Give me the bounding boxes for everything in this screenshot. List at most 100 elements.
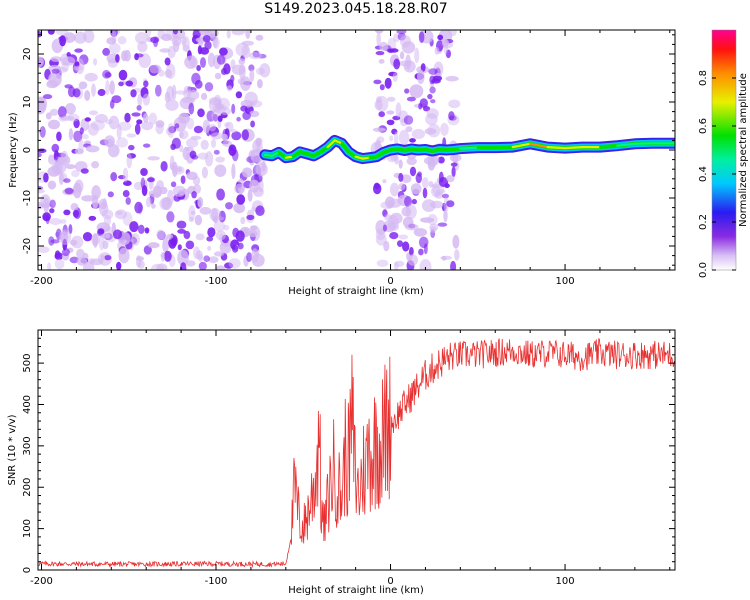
noise-speckle xyxy=(137,41,148,53)
noise-speckle xyxy=(452,234,460,249)
x-tick-label: -200 xyxy=(30,576,53,587)
noise-speckle xyxy=(38,152,42,158)
noise-speckle xyxy=(168,126,177,134)
noise-speckle xyxy=(446,200,455,208)
noise-speckle xyxy=(69,256,79,264)
noise-speckle xyxy=(224,122,230,127)
noise-speckle xyxy=(224,262,234,269)
y-tick-label: -10 xyxy=(22,190,33,206)
noise-speckle xyxy=(91,161,100,169)
noise-speckle xyxy=(89,258,104,266)
y-tick-label: 100 xyxy=(22,519,33,538)
noise-speckle xyxy=(84,90,91,101)
noise-speckle xyxy=(162,237,170,253)
noise-speckle xyxy=(203,255,210,262)
noise-speckle xyxy=(91,83,96,97)
noise-speckle xyxy=(214,164,227,177)
noise-speckle xyxy=(238,64,246,80)
noise-speckle xyxy=(219,107,232,116)
noise-speckle xyxy=(109,80,115,95)
noise-speckle xyxy=(255,162,268,177)
noise-speckle xyxy=(204,82,214,92)
noise-speckle xyxy=(185,260,196,267)
noise-speckle xyxy=(91,233,100,246)
snr-x-axis-label: Height of straight line (km) xyxy=(288,585,424,596)
noise-speckle xyxy=(80,168,89,174)
noise-speckle xyxy=(177,229,187,234)
noise-speckle xyxy=(165,99,179,111)
noise-speckle xyxy=(111,30,117,45)
colorbar-label: Normalized spectral amplitude xyxy=(738,73,749,227)
noise-speckle xyxy=(403,115,414,125)
noise-speckle xyxy=(93,58,98,66)
colorbar: 0.0 0.2 0.4 0.6 0.8 xyxy=(698,29,737,278)
noise-speckle xyxy=(47,180,57,190)
noise-speckle xyxy=(178,112,190,124)
noise-speckle xyxy=(178,129,189,140)
noise-speckle xyxy=(68,224,73,235)
noise-speckle xyxy=(250,120,256,128)
noise-speckle xyxy=(434,192,444,199)
noise-speckle xyxy=(186,171,198,180)
noise-speckle xyxy=(430,99,436,104)
ridge-core-segment xyxy=(633,142,654,145)
noise-speckle xyxy=(389,135,394,142)
noise-speckle xyxy=(126,133,137,138)
noise-speckle xyxy=(415,173,422,184)
noise-speckle xyxy=(50,56,62,62)
noise-speckle xyxy=(38,56,44,68)
noise-speckle xyxy=(242,167,253,178)
noise-speckle xyxy=(136,119,143,125)
y-tick-label: 0 xyxy=(22,567,33,573)
noise-speckle xyxy=(155,120,165,128)
noise-speckle xyxy=(43,172,49,183)
snr-y-axis-label: SNR (10 * v/v) xyxy=(7,414,18,485)
noise-speckle xyxy=(421,177,429,189)
y-tick-label: -20 xyxy=(22,238,33,254)
noise-speckle xyxy=(255,34,264,41)
ridge-core-segment xyxy=(368,155,378,159)
ridge-core-segment xyxy=(333,139,343,145)
noise-speckle xyxy=(398,159,403,169)
y-tick-label: 200 xyxy=(22,478,33,497)
noise-speckle xyxy=(376,96,382,103)
noise-speckle xyxy=(223,224,230,231)
noise-speckle xyxy=(199,206,212,215)
noise-speckle xyxy=(213,251,225,257)
noise-speckle xyxy=(218,210,226,223)
noise-speckle xyxy=(147,156,160,161)
snr-background xyxy=(38,330,675,570)
noise-speckle xyxy=(397,240,403,248)
noise-speckle xyxy=(376,31,382,47)
noise-speckle xyxy=(170,181,177,188)
noise-speckle xyxy=(87,122,99,136)
noise-speckle xyxy=(115,54,120,63)
noise-speckle xyxy=(423,243,428,255)
noise-speckle xyxy=(375,51,385,56)
noise-speckle xyxy=(183,85,192,93)
colorbar-tick-label: 0.8 xyxy=(698,70,709,86)
noise-speckle xyxy=(144,227,150,234)
noise-speckle xyxy=(406,96,416,102)
noise-speckle xyxy=(231,103,236,114)
snr-frame xyxy=(37,329,676,571)
noise-speckle xyxy=(199,30,211,36)
noise-speckle xyxy=(432,75,443,82)
noise-speckle xyxy=(67,113,80,122)
noise-speckle xyxy=(402,241,410,252)
noise-speckle xyxy=(419,259,432,270)
snr-plot: -200 -100 0 100 0 100 200 300 400 500 xyxy=(22,329,676,587)
noise-speckle xyxy=(109,99,115,109)
noise-speckle xyxy=(230,74,235,83)
noise-speckle xyxy=(231,149,239,162)
noise-speckle xyxy=(257,79,263,89)
noise-speckle xyxy=(441,39,449,47)
noise-speckle xyxy=(241,44,251,59)
noise-speckle xyxy=(241,129,249,141)
noise-speckle xyxy=(396,30,407,35)
noise-speckle xyxy=(448,30,457,37)
noise-speckle xyxy=(249,179,260,193)
ridge-core-segment xyxy=(326,139,336,149)
noise-speckle xyxy=(233,202,246,214)
noise-speckle xyxy=(84,72,98,82)
